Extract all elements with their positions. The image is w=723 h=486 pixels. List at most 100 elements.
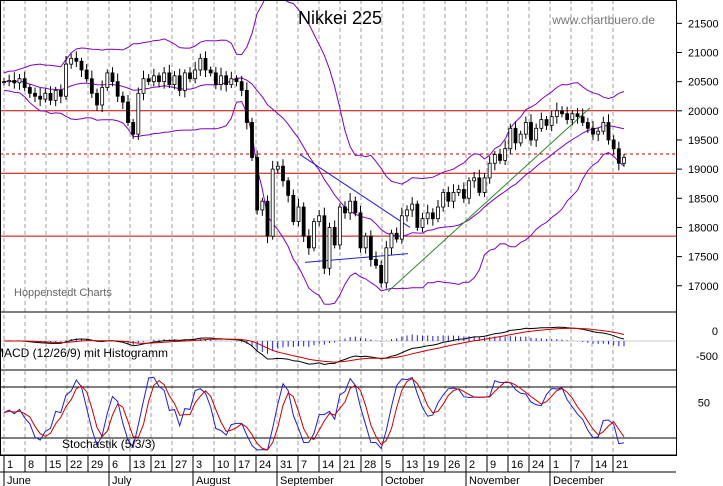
candle-body [48, 92, 53, 101]
candle-body [100, 87, 105, 106]
candle-body [332, 227, 337, 246]
y-tick-label: 19500 [688, 135, 719, 147]
stoch-tick-label: 50 [698, 398, 710, 410]
candle-body [472, 177, 477, 182]
candle-body [193, 69, 198, 80]
candle-body [513, 127, 518, 144]
candle-body [353, 200, 358, 214]
x-tick-label: 19 [427, 459, 439, 471]
x-tick-label: 7 [574, 459, 580, 471]
candle-body [622, 157, 626, 164]
candle-body [591, 127, 595, 135]
x-tick-label: 16 [511, 459, 523, 471]
candle-body [410, 203, 415, 211]
candle-body [120, 95, 125, 103]
candle-body [343, 206, 347, 214]
candle-body [518, 133, 523, 144]
candle-body [27, 87, 32, 94]
candle-body [477, 177, 482, 193]
x-tick-label: 21 [154, 459, 166, 471]
candle-body [575, 113, 580, 118]
candle-body [131, 122, 136, 135]
candle-body [239, 81, 244, 91]
candle-body [105, 72, 110, 88]
candle-body [146, 78, 151, 83]
candle-body [580, 116, 585, 123]
candle-body [560, 110, 564, 115]
candle-body [208, 69, 213, 74]
x-tick-label: 28 [364, 459, 376, 471]
month-label: August [196, 475, 230, 486]
candle-body [327, 227, 332, 269]
macd-signal-line [4, 327, 625, 363]
x-tick-label: 17 [238, 459, 250, 471]
candle-body [451, 192, 456, 202]
candle-body [565, 113, 570, 120]
y-tick-label: 21000 [688, 47, 719, 59]
candle-body [430, 212, 435, 220]
candle-body [250, 122, 254, 158]
month-label: June [7, 475, 31, 486]
candle-body [405, 209, 409, 217]
candle-body [89, 78, 94, 94]
x-tick-label: 1 [553, 459, 559, 471]
bollinger-lower [3, 89, 625, 305]
bollinger-bands [3, 0, 625, 305]
macd-tick-label: 0 [712, 326, 718, 338]
candle-body [115, 81, 120, 97]
candle-body [487, 162, 492, 179]
uptrend-line [387, 107, 591, 292]
stoch-d-line [3, 378, 625, 451]
bollinger-upper [3, 0, 625, 185]
macd-tick-label: -500 [696, 351, 718, 363]
candle-body [301, 206, 306, 237]
x-tick-label: 7 [301, 459, 307, 471]
downtrend-line [299, 154, 411, 228]
x-axis: 1 8 15 22 29 6 13 21 27 3 10 17 24 31 7 14 21 28 5 13 19 26 2 9… [3, 455, 628, 486]
candle-body [296, 206, 301, 223]
candle-body [306, 235, 311, 249]
month-label: December [553, 475, 604, 486]
y-tick-label: 17500 [688, 252, 719, 264]
month-label: July [112, 475, 132, 486]
candle-body [69, 57, 74, 65]
candle-body [539, 119, 544, 129]
candle-body [281, 165, 285, 182]
candle-body [363, 235, 368, 249]
candle-body [203, 57, 208, 71]
candle-body [337, 206, 342, 246]
candle-body [456, 189, 461, 193]
x-tick-label: 24 [532, 459, 544, 471]
candle-body [2, 81, 6, 84]
x-tick-label: 13 [133, 459, 145, 471]
candle-body [420, 218, 425, 228]
candle-body [167, 72, 172, 85]
candle-body [492, 154, 497, 164]
source-label: Hoppenstedt Charts [14, 287, 112, 299]
candle-body [33, 92, 37, 97]
candle-body [436, 206, 440, 220]
candle-body [213, 72, 218, 85]
candle-body [84, 69, 89, 80]
candles [2, 51, 626, 289]
candle-body [17, 78, 22, 84]
candle-body [260, 200, 265, 211]
candle-body [467, 180, 471, 199]
candle-body [415, 203, 420, 228]
candle-body [162, 72, 167, 83]
stoch-k-line [3, 376, 625, 451]
stochastic-panel [0, 376, 676, 451]
x-tick-label: 26 [448, 459, 460, 471]
candle-body [255, 157, 260, 211]
candle-body [12, 80, 17, 84]
candle-body [234, 78, 239, 83]
y-tick-label: 17000 [688, 281, 719, 293]
candle-body [58, 89, 63, 97]
support-trend-line [304, 253, 409, 263]
candle-body [534, 127, 539, 141]
candle-body [74, 57, 79, 62]
macd-label: MACD (12/26/9) mit Histogramm [0, 346, 168, 360]
x-tick-label: 1 [7, 459, 13, 471]
